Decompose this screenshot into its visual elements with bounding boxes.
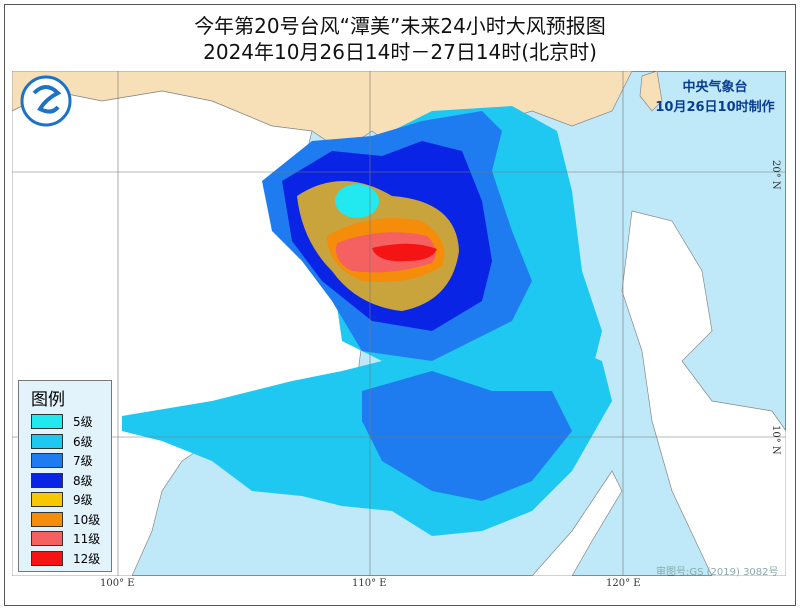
legend-swatch (31, 531, 63, 547)
zone-7-south (362, 371, 572, 501)
title-line1: 今年第20号台风“潭美”未来24小时大风预报图 (194, 14, 606, 38)
legend-label: 12级 (73, 551, 101, 566)
legend-item: 5级 (31, 412, 111, 432)
graticule (12, 71, 786, 576)
hainan-zone-5 (335, 184, 379, 218)
title-line2: 2024年10月26日14时－27日14时(北京时) (203, 40, 597, 64)
legend-swatch (31, 492, 63, 508)
legend-swatch (31, 511, 63, 527)
legend-label: 6级 (73, 434, 93, 449)
palawan-land (531, 470, 623, 576)
legend-item: 9级 (31, 490, 111, 510)
lon-tick: 100° E (100, 578, 135, 589)
cma-logo-icon (20, 75, 72, 127)
philippines-land (621, 210, 786, 576)
legend-label: 8级 (73, 473, 93, 488)
lon-tick: 120° E (606, 578, 641, 589)
legend-title: 图例 (31, 390, 65, 410)
agency-label: 中央气象台 10月26日10时制作 (640, 78, 790, 118)
zone-12 (372, 243, 437, 262)
legend-swatch (31, 472, 63, 488)
legend-swatch (31, 550, 63, 566)
frame (4, 4, 796, 606)
legend-item: 12级 (31, 549, 111, 569)
legend-label: 10级 (73, 512, 101, 527)
taiwan-land (639, 71, 663, 112)
legend-item: 8级 (31, 471, 111, 491)
issue-time: 10月26日10时制作 (655, 100, 775, 115)
lat-tick: 10° N (770, 425, 781, 455)
legend-swatch (31, 453, 63, 469)
legend-item: 7级 (31, 451, 111, 471)
legend-label: 5级 (73, 415, 93, 430)
lon-tick: 110° E (352, 578, 387, 589)
legend: 图例 5级 6级 7级 8级 9级 10级 11级 12级 (18, 380, 112, 572)
legend-item: 11级 (31, 529, 111, 549)
legend-swatch (31, 414, 63, 430)
lat-tick: 20° N (770, 160, 781, 190)
agency-name: 中央气象台 (682, 80, 748, 95)
legend-item: 6级 (31, 432, 111, 452)
legend-label: 7级 (73, 454, 93, 469)
legend-item: 10级 (31, 510, 111, 530)
map-approval-number: 审图号:GS (2019) 3082号 (656, 567, 779, 578)
legend-label: 11级 (73, 532, 101, 547)
legend-label: 9级 (73, 493, 93, 508)
legend-swatch (31, 433, 63, 449)
wind-forecast-map (12, 71, 786, 576)
